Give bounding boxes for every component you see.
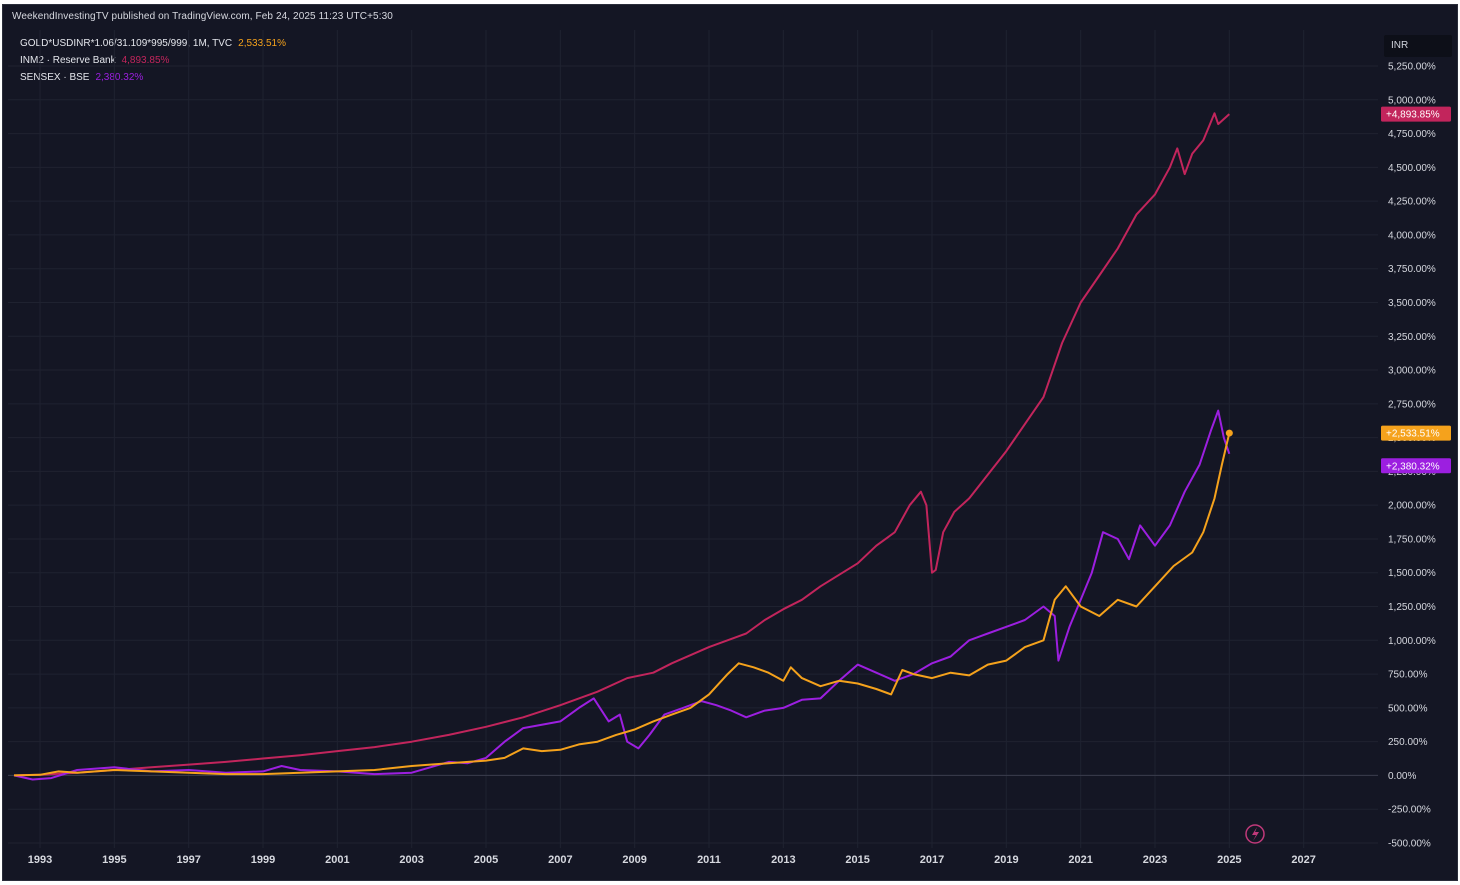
legend-item-inm2[interactable]: INM2 · Reserve Bank 4,893.85%	[20, 54, 286, 71]
x-tick-label: 1993	[28, 854, 52, 866]
y-tick-label: -250.00%	[1388, 805, 1431, 816]
chart-frame	[2, 4, 1458, 881]
last-value-badge: +4,893.85%	[1381, 106, 1451, 122]
badge-bg	[1381, 106, 1451, 122]
y-tick-label: 1,500.00%	[1388, 568, 1436, 579]
legend-value: 4,893.85%	[121, 55, 170, 66]
x-tick-label: 2025	[1217, 854, 1241, 866]
x-tick-label: 2009	[622, 854, 646, 866]
last-value-badge: +2,380.32%	[1381, 458, 1451, 474]
lightning-icon[interactable]	[1245, 824, 1265, 844]
y-tick-label: 4,500.00%	[1388, 163, 1436, 174]
y-tick-label: 4,250.00%	[1388, 197, 1436, 208]
legend-item-sensex[interactable]: SENSEX · BSE 2,380.32%	[20, 71, 286, 88]
y-axis-ticks: 5,250.00% 5,000.00% 4,750.00% 4,500.00% 4,25…	[1388, 62, 1436, 850]
last-value-badge: +2,533.51%	[1381, 425, 1451, 441]
x-tick-label: 2005	[474, 854, 498, 866]
legend-label: INM2 · Reserve Bank	[20, 55, 116, 66]
y-tick-label: 1,250.00%	[1388, 602, 1436, 613]
y-tick-label: -500.00%	[1388, 839, 1431, 850]
y-tick-label: 3,000.00%	[1388, 366, 1436, 377]
badge-label: +2,380.32%	[1386, 461, 1440, 472]
x-tick-label: 2003	[399, 854, 423, 866]
y-tick-label: 250.00%	[1388, 737, 1428, 748]
y-tick-label: 3,500.00%	[1388, 298, 1436, 309]
grid-lines	[8, 30, 1378, 848]
y-tick-label: 3,250.00%	[1388, 332, 1436, 343]
y-tick-label: 4,750.00%	[1388, 129, 1436, 140]
x-tick-label: 1997	[176, 854, 200, 866]
y-tick-label: 5,000.00%	[1388, 95, 1436, 106]
published-caption: WeekendInvestingTV published on TradingV…	[12, 11, 393, 22]
legend-label: GOLD*USDINR*1.06/31.109*995/999, 1M, TVC	[20, 38, 233, 49]
badge-bg	[1381, 458, 1451, 474]
badge-label: +2,533.51%	[1386, 429, 1440, 440]
badge-bg	[1381, 425, 1451, 441]
y-tick-label: 2,750.00%	[1388, 399, 1436, 410]
x-tick-label: 2015	[845, 854, 869, 866]
y-tick-label: 5,250.00%	[1388, 62, 1436, 73]
y-tick-label: 1,750.00%	[1388, 534, 1436, 545]
y-tick-label: 1,000.00%	[1388, 636, 1436, 647]
legend-value: 2,380.32%	[95, 72, 144, 83]
y-tick-label: 4,000.00%	[1388, 230, 1436, 241]
series-line-0[interactable]	[13, 112, 1230, 777]
x-tick-label: 2021	[1068, 854, 1092, 866]
y-tick-label: 2,000.00%	[1388, 501, 1436, 512]
series-line-2[interactable]	[13, 432, 1231, 777]
x-tick-label: 1995	[102, 854, 126, 866]
x-tick-label: 2007	[548, 854, 572, 866]
y-tick-label: 500.00%	[1388, 703, 1428, 714]
legend-item-gold[interactable]: GOLD*USDINR*1.06/31.109*995/999, 1M, TVC…	[20, 37, 286, 54]
x-tick-label: 1999	[251, 854, 275, 866]
y-tick-label: 3,750.00%	[1388, 264, 1436, 275]
x-tick-label: 2017	[920, 854, 944, 866]
series-end-marker	[1225, 429, 1233, 437]
x-tick-label: 2019	[994, 854, 1018, 866]
legend-value: 2,533.51%	[238, 38, 286, 49]
x-axis-ticks: 1993 1995 1997 1999 2001 2003 2005 2007 2009 2011…	[28, 854, 1316, 866]
chart-legend: GOLD*USDINR*1.06/31.109*995/999, 1M, TVC…	[20, 37, 286, 88]
series-line-1[interactable]	[13, 409, 1231, 781]
x-tick-label: 2013	[771, 854, 795, 866]
y-tick-label: 0.00%	[1388, 771, 1416, 782]
y-tick-label: 750.00%	[1388, 670, 1428, 681]
x-tick-label: 2011	[697, 854, 721, 866]
last-value-badges: +4,893.85% +2,533.51% +2,380.32%	[1381, 106, 1451, 474]
x-tick-label: 2027	[1291, 854, 1315, 866]
badge-label: +4,893.85%	[1386, 110, 1440, 121]
series-layer	[13, 112, 1233, 781]
legend-label: SENSEX · BSE	[20, 72, 90, 83]
x-tick-label: 2001	[325, 854, 349, 866]
x-tick-label: 2023	[1143, 854, 1167, 866]
currency-selector[interactable]: INR	[1384, 35, 1452, 57]
